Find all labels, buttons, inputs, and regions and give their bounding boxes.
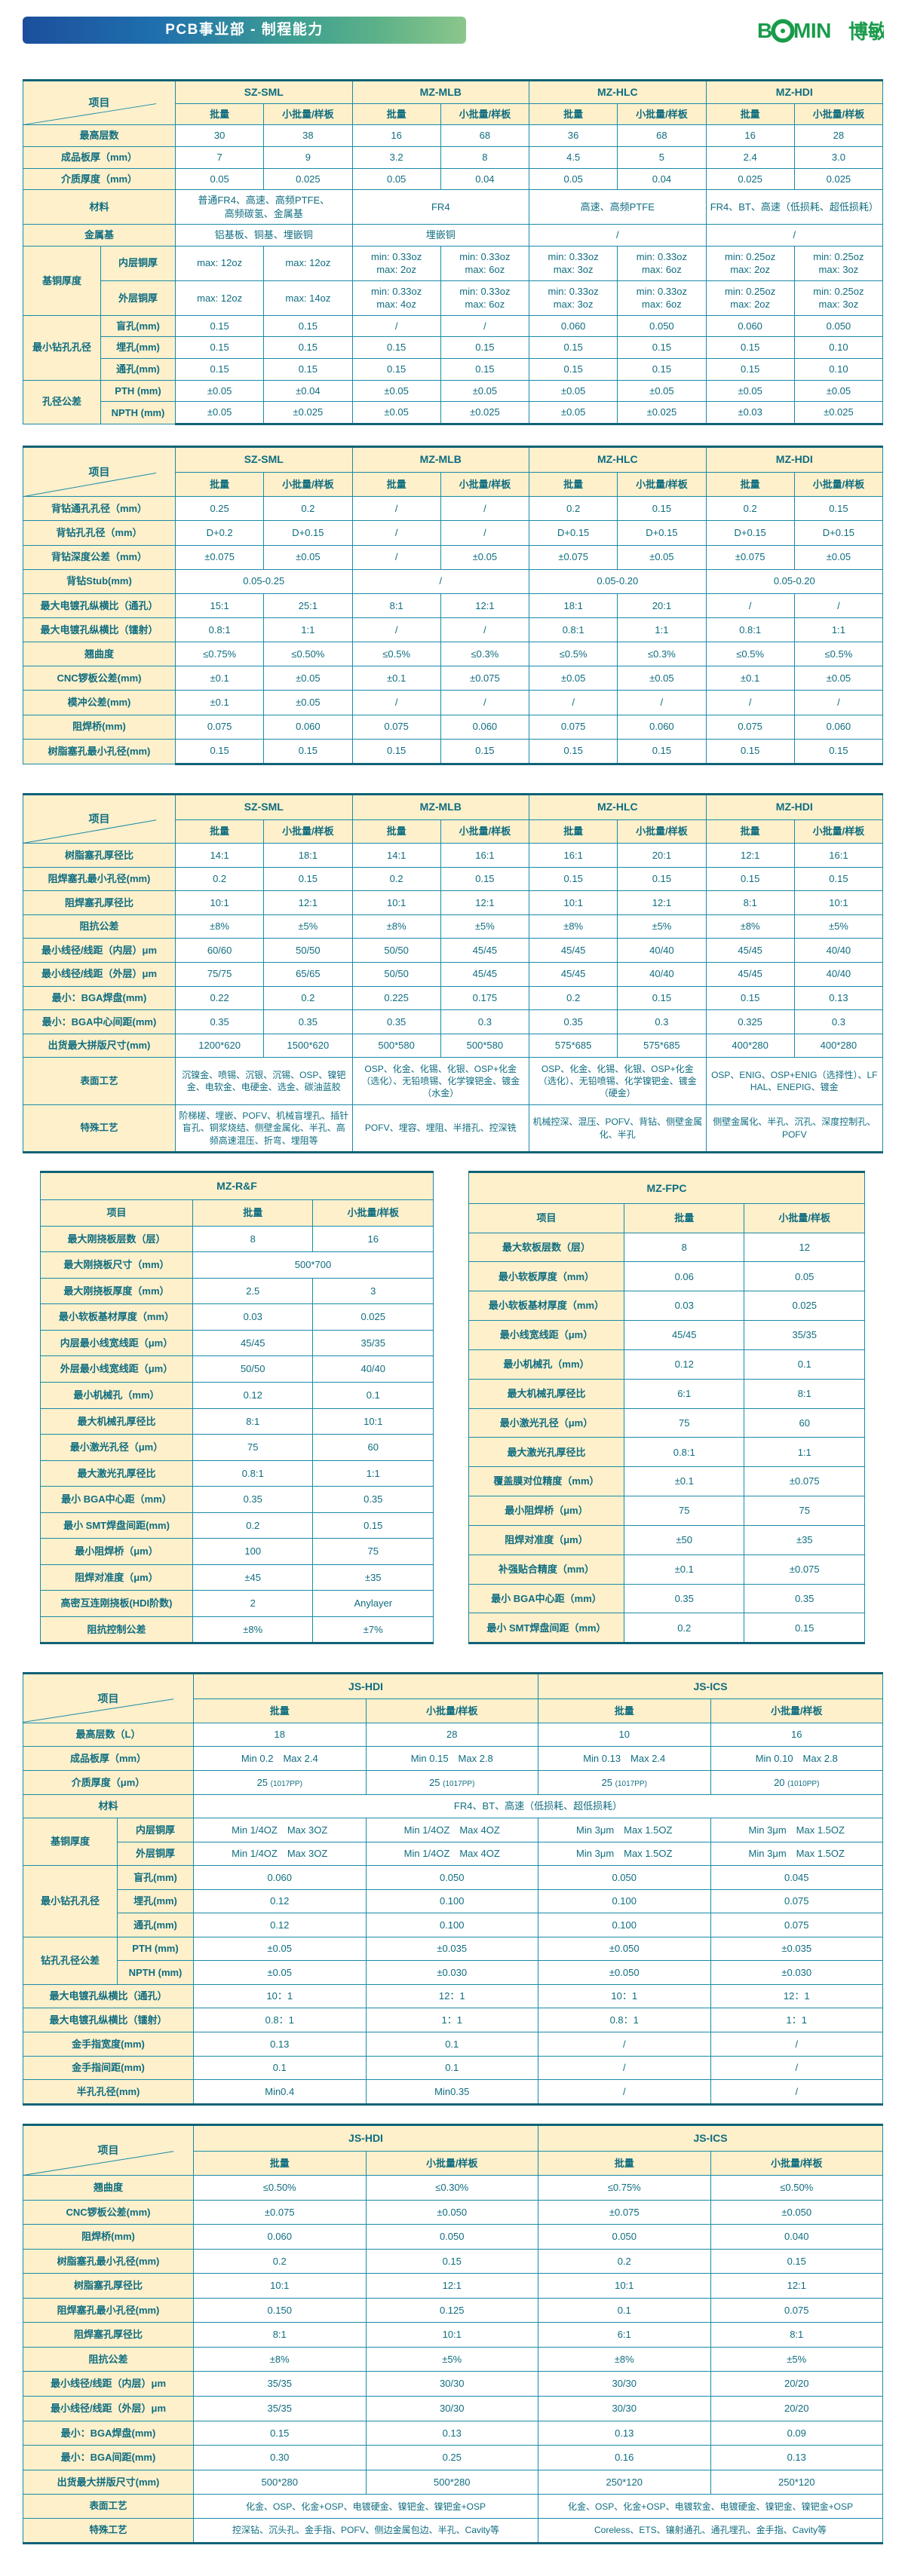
svg-text:MIN: MIN — [793, 19, 831, 42]
svg-text:博敏: 博敏 — [848, 20, 884, 43]
svg-text:B: B — [757, 19, 772, 42]
